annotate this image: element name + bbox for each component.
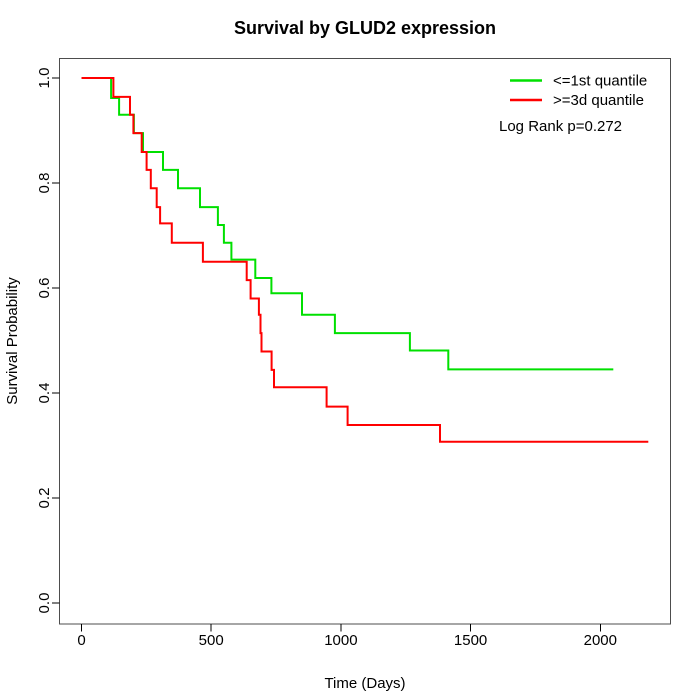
x-tick-label: 2000 [584,632,617,649]
legend-label-third-quantile: >=3d quantile [553,92,644,109]
x-tick-label: 500 [199,632,224,649]
chart-title: Survival by GLUD2 expression [234,18,496,38]
y-tick-label: 0.0 [36,593,53,614]
x-tick-label: 0 [77,632,85,649]
legend: <=1st quantile >=3d quantile Log Rank p=… [499,73,647,136]
survival-curves [81,77,649,443]
y-tick-label: 1.0 [36,68,53,89]
y-tick-label: 0.4 [36,383,53,404]
km-curve-series-1 [81,77,649,443]
log-rank-p-value: Log Rank p=0.272 [499,118,622,135]
x-tick-label: 1000 [324,632,357,649]
y-tick-label: 0.2 [36,488,53,509]
x-axis-label: Time (Days) [324,675,405,692]
x-tick-label: 1500 [454,632,487,649]
legend-label-first-quantile: <=1st quantile [553,73,647,90]
y-tick-label: 0.6 [36,278,53,299]
axis-ticks: 0 500 1000 1500 2000 0.0 0.2 0.4 0.6 0.8 1.0 [36,68,617,649]
y-tick-label: 0.8 [36,173,53,194]
plot-border [59,58,671,625]
y-axis-label: Survival Probability [4,277,21,405]
